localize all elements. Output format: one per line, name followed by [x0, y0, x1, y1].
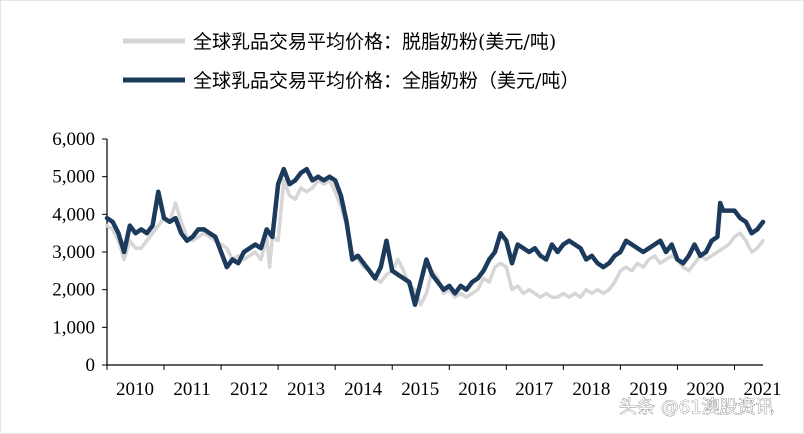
x-tick-label: 2010 — [116, 379, 154, 400]
series-line-skim-milk-powder — [105, 178, 765, 307]
x-tick-label: 2016 — [458, 379, 496, 400]
watermark-text: 头条 @61澳股资讯 — [619, 397, 774, 418]
series-line-whole-milk-powder — [104, 166, 766, 307]
legend-label-whole-milk-powder: 全球乳品交易平均价格：全脂奶粉（美元/吨） — [193, 70, 579, 92]
y-tick-label: 6,000 — [52, 129, 95, 150]
x-tick-label: 2018 — [572, 379, 610, 400]
x-axis-ticks: 2010 2011 2012 2013 2014 2015 2016 2017 2018 2019… — [106, 365, 781, 400]
x-tick-label: 2013 — [287, 379, 325, 400]
x-tick-label: 2017 — [515, 379, 553, 400]
x-tick-label: 2020 — [686, 379, 724, 400]
y-tick-label: 5,000 — [52, 167, 95, 188]
x-tick-label: 2014 — [344, 379, 383, 400]
x-tick-label: 2019 — [629, 379, 667, 400]
series-layer — [104, 166, 766, 307]
x-tick-label: 2012 — [230, 379, 268, 400]
x-tick-label: 2011 — [173, 379, 210, 400]
x-tick-label: 2015 — [401, 379, 439, 400]
y-tick-label: 0 — [86, 355, 96, 376]
y-axis-ticks: 0 1,000 2,000 3,000 4,000 5,000 6,000 — [52, 129, 107, 376]
legend-label-skim-milk-powder: 全球乳品交易平均价格：脱脂奶粉(美元/吨) — [193, 31, 556, 53]
legend: 全球乳品交易平均价格：脱脂奶粉(美元/吨) 全球乳品交易平均价格：全脂奶粉（美元… — [123, 31, 579, 92]
y-tick-label: 1,000 — [52, 317, 95, 338]
y-tick-label: 3,000 — [52, 242, 95, 263]
y-tick-label: 2,000 — [52, 280, 95, 301]
y-tick-label: 4,000 — [52, 204, 95, 225]
x-tick-label: 2021 — [743, 379, 781, 400]
